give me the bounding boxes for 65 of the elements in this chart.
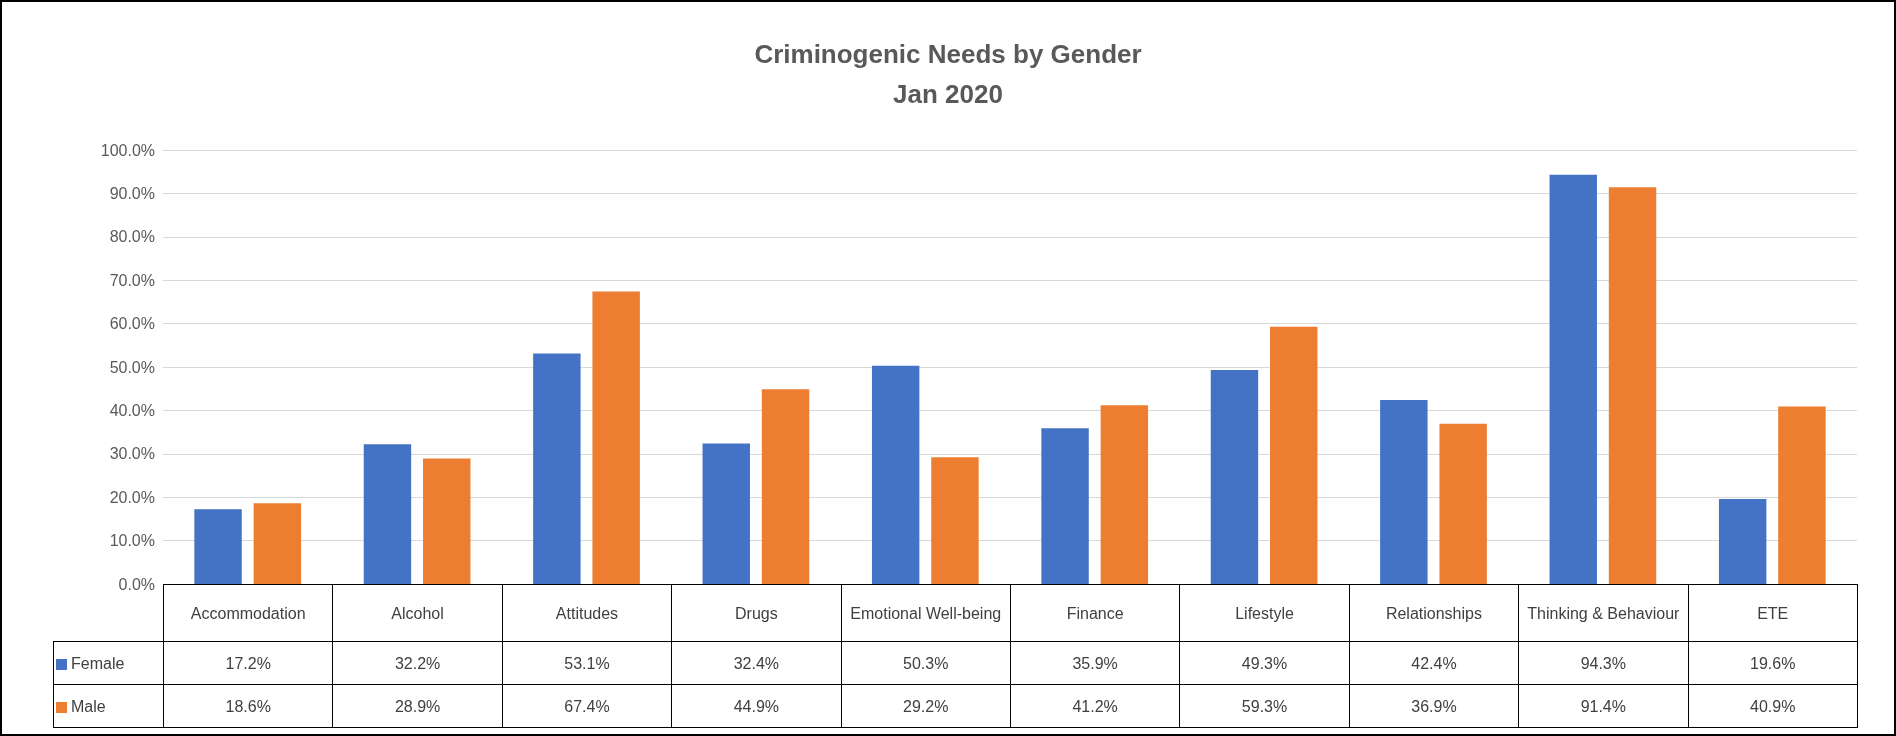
bar [871,365,920,584]
y-tick-label: 80.0% [109,228,155,246]
bar [1270,326,1318,584]
data-label: 19.6% [1688,641,1858,685]
y-tick-label: 10.0% [109,532,155,550]
x-tick-label: Alcohol [332,584,503,642]
bar [931,457,979,584]
data-label: 42.4% [1349,641,1519,685]
bar [1380,399,1428,584]
y-tick-label: 60.0% [109,315,155,333]
bar [1100,405,1149,584]
bar [592,291,640,584]
data-label: 28.9% [332,684,503,728]
data-label: 44.9% [671,684,842,728]
data-label: 32.2% [332,641,503,685]
x-tick-label: Relationships [1349,584,1519,642]
data-label: 41.2% [1010,684,1180,728]
data-label: 91.4% [1518,684,1689,728]
bar [1778,406,1826,584]
y-tick-label: 0.0% [118,575,155,593]
data-label: 59.3% [1179,684,1350,728]
bar [1210,370,1259,584]
bar [363,444,412,584]
chart-subtitle: Jan 2020 [893,79,1003,109]
data-label: 35.9% [1010,641,1180,685]
x-tick-label: Lifestyle [1179,584,1350,642]
bar [533,353,581,584]
x-tick-label: Attitudes [502,584,672,642]
data-label: 40.9% [1688,684,1858,728]
data-label: 49.3% [1179,641,1350,685]
y-tick-label: 100.0% [100,141,155,159]
x-tick-label: Thinking & Behaviour [1518,584,1689,642]
y-tick-label: 20.0% [109,488,155,506]
bar [1608,187,1657,584]
data-label: 29.2% [841,684,1011,728]
bar [1439,423,1487,584]
data-label: 36.9% [1349,684,1519,728]
y-tick-label: 50.0% [109,358,155,376]
bar [702,443,750,584]
data-label: 94.3% [1518,641,1689,685]
legend-label: Female [53,641,164,685]
bar [1041,428,1089,584]
x-tick-label: Finance [1010,584,1180,642]
x-tick-label: Accommodation [163,584,333,642]
x-tick-label: ETE [1688,584,1858,642]
bar [253,503,302,584]
y-tick-label: 70.0% [109,271,155,289]
data-label: 53.1% [502,641,672,685]
data-label: 32.4% [671,641,842,685]
chart-title: Criminogenic Needs by Gender [754,39,1142,69]
x-tick-label: Drugs [671,584,842,642]
data-label: 18.6% [163,684,333,728]
bar [1549,174,1597,584]
y-tick-label: 90.0% [109,184,155,202]
legend-label: Male [53,684,164,728]
data-label: 50.3% [841,641,1011,685]
data-label: 67.4% [502,684,672,728]
bar [423,458,471,584]
bar [761,389,810,584]
y-tick-label: 40.0% [109,401,155,419]
bar [1718,498,1767,584]
y-tick-label: 30.0% [109,445,155,463]
data-label: 17.2% [163,641,333,685]
x-tick-label: Emotional Well-being [841,584,1011,642]
bar [194,509,242,584]
